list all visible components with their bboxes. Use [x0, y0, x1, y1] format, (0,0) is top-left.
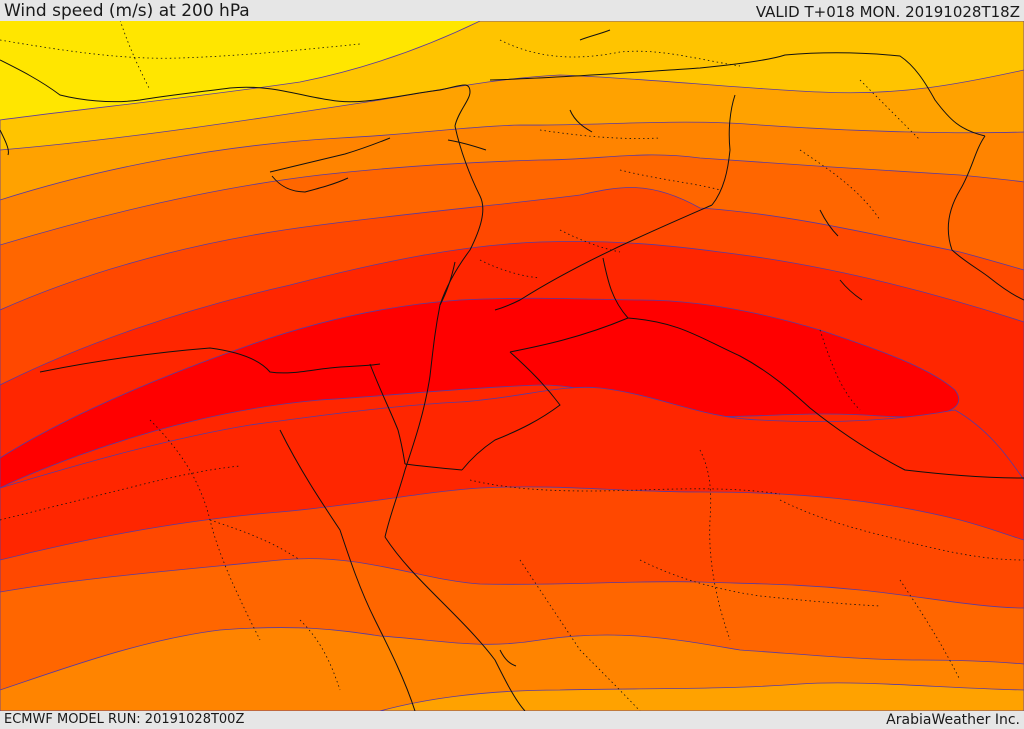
- wind-speed-map[interactable]: [0, 21, 1024, 711]
- model-run: ECMWF MODEL RUN: 20191028T00Z: [4, 712, 245, 727]
- country-borders: [369, 52, 1024, 479]
- map-title: Wind speed (m/s) at 200 hPa: [4, 1, 250, 21]
- province-lines: [0, 21, 1024, 711]
- coastlines: [0, 29, 863, 711]
- band-3-south: [379, 682, 1024, 711]
- valid-time: VALID T+018 MON. 20191028T18Z: [755, 3, 1020, 21]
- header-bar: Wind speed (m/s) at 200 hPa VALID T+018 …: [0, 0, 1024, 21]
- map-canvas: [0, 21, 1024, 711]
- credit-text: ArabiaWeather Inc.: [886, 712, 1020, 728]
- footer-bar: ECMWF MODEL RUN: 20191028T00Z ArabiaWeat…: [0, 711, 1024, 729]
